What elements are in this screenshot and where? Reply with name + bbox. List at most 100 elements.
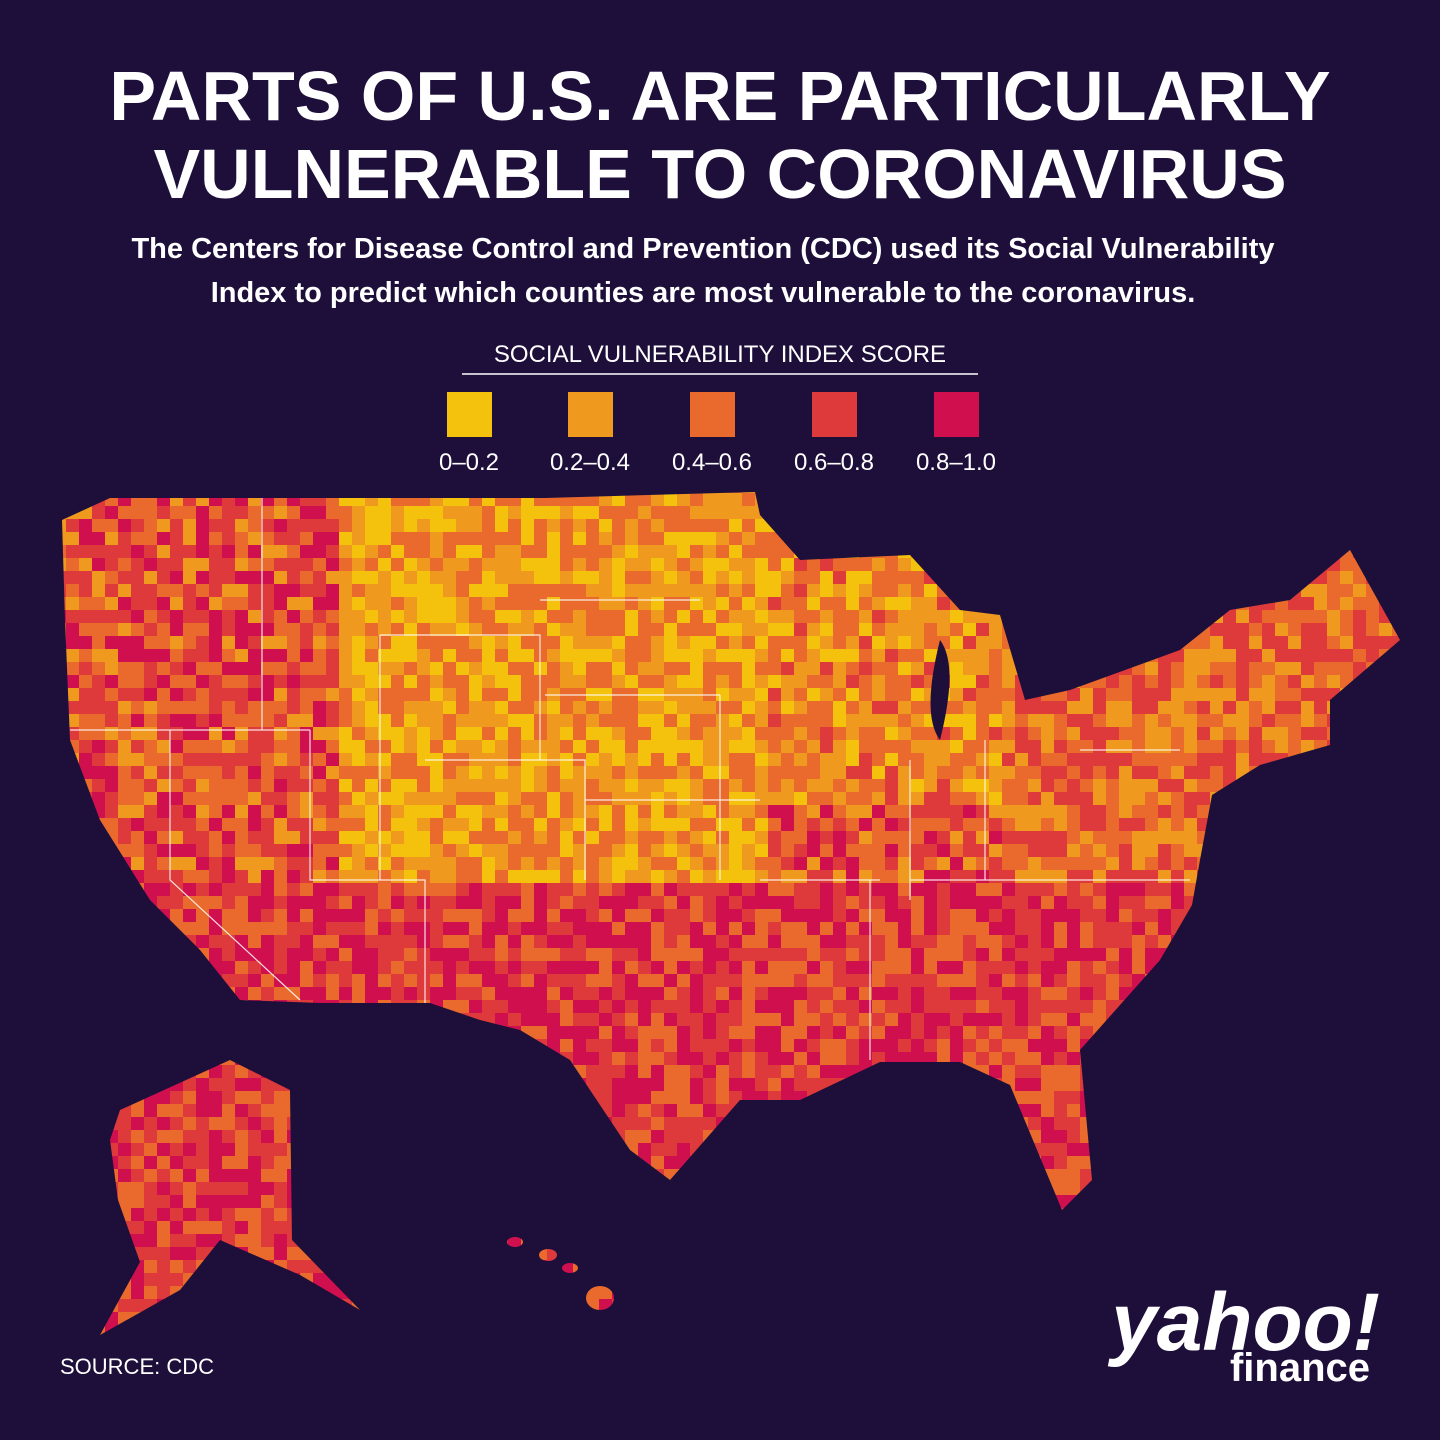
county <box>664 597 677 610</box>
county <box>1236 636 1249 649</box>
county <box>846 818 859 831</box>
county <box>313 610 326 623</box>
county <box>885 987 898 1000</box>
county <box>755 831 768 844</box>
county <box>196 675 209 688</box>
county <box>781 1039 794 1052</box>
county <box>911 727 924 740</box>
county <box>924 896 937 909</box>
county <box>1132 675 1145 688</box>
county <box>326 506 339 519</box>
county <box>352 675 365 688</box>
county <box>820 701 833 714</box>
county <box>313 766 326 779</box>
county <box>131 545 144 558</box>
county <box>742 805 755 818</box>
county <box>820 987 833 1000</box>
county <box>378 597 391 610</box>
county <box>1223 740 1236 753</box>
county <box>573 779 586 792</box>
county <box>625 675 638 688</box>
county <box>222 597 235 610</box>
county <box>729 909 742 922</box>
county <box>1145 857 1158 870</box>
county <box>482 961 495 974</box>
county <box>209 948 222 961</box>
county <box>482 831 495 844</box>
county <box>989 753 1002 766</box>
county <box>235 818 248 831</box>
county <box>729 792 742 805</box>
county <box>820 662 833 675</box>
county <box>300 545 313 558</box>
county <box>313 818 326 831</box>
county <box>716 779 729 792</box>
county <box>573 532 586 545</box>
county <box>781 766 794 779</box>
county <box>924 961 937 974</box>
county <box>1041 1000 1054 1013</box>
county <box>274 519 287 532</box>
county <box>1314 662 1327 675</box>
county <box>547 727 560 740</box>
county <box>859 662 872 675</box>
county <box>482 506 495 519</box>
county <box>534 909 547 922</box>
county <box>1158 844 1171 857</box>
county <box>339 935 352 948</box>
county <box>313 883 326 896</box>
county <box>924 1013 937 1026</box>
county <box>1015 857 1028 870</box>
county <box>1236 714 1249 727</box>
county <box>1145 675 1158 688</box>
county <box>755 987 768 1000</box>
county <box>586 714 599 727</box>
county <box>937 922 950 935</box>
county <box>443 987 456 1000</box>
county <box>495 649 508 662</box>
county <box>534 1026 547 1039</box>
county <box>950 805 963 818</box>
county <box>963 649 976 662</box>
county <box>495 1000 508 1013</box>
county <box>222 857 235 870</box>
county <box>235 922 248 935</box>
county <box>989 870 1002 883</box>
county <box>872 649 885 662</box>
county <box>235 532 248 545</box>
county <box>742 1039 755 1052</box>
county <box>716 571 729 584</box>
county <box>1158 935 1171 948</box>
county <box>989 974 1002 987</box>
county <box>391 571 404 584</box>
county <box>326 597 339 610</box>
county <box>391 506 404 519</box>
county <box>274 688 287 701</box>
county <box>885 948 898 961</box>
county <box>287 649 300 662</box>
county <box>62 558 66 571</box>
county <box>352 883 365 896</box>
county <box>183 701 196 714</box>
county <box>326 779 339 792</box>
county <box>183 636 196 649</box>
county <box>1002 675 1015 688</box>
county <box>560 558 573 571</box>
county <box>976 623 989 636</box>
county <box>352 519 365 532</box>
county <box>755 714 768 727</box>
county <box>79 532 92 545</box>
county <box>547 818 560 831</box>
county <box>677 922 690 935</box>
county <box>560 649 573 662</box>
county <box>1301 688 1314 701</box>
county <box>768 961 781 974</box>
county <box>287 727 300 740</box>
county <box>833 584 846 597</box>
county <box>1067 792 1080 805</box>
county <box>118 571 131 584</box>
county <box>677 1000 690 1013</box>
county <box>638 857 651 870</box>
county <box>352 727 365 740</box>
county <box>898 623 911 636</box>
